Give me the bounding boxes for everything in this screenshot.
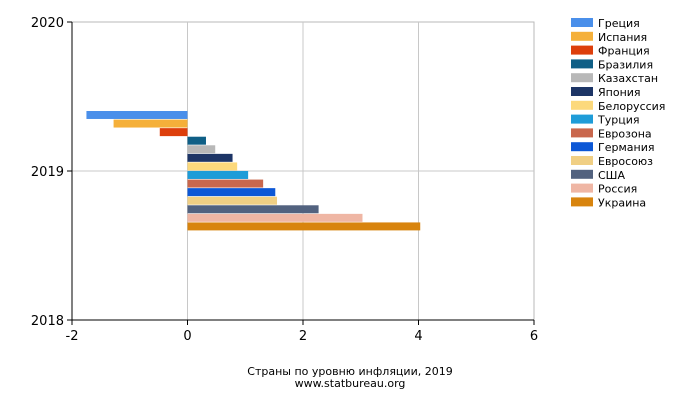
legend-label: Япония [598, 86, 641, 99]
legend-label: США [598, 169, 625, 182]
legend-swatch [571, 59, 593, 69]
legend-label: Испания [598, 31, 647, 44]
legend-label: Турция [597, 114, 639, 127]
bar [187, 162, 238, 171]
y-tick-label: 2019 [31, 165, 64, 180]
legend-swatch [571, 73, 593, 83]
legend-label: Германия [598, 141, 654, 154]
bar [86, 111, 188, 119]
x-tick-label: 2 [299, 329, 307, 344]
x-tick-label: 6 [530, 329, 538, 344]
legend-swatch [571, 18, 593, 27]
legend-swatch [571, 169, 593, 179]
bar [187, 188, 276, 197]
legend-swatch [571, 183, 593, 193]
legend-label: Казахстан [598, 72, 658, 85]
bar [187, 213, 363, 222]
legend-label: Еврозона [598, 127, 652, 140]
legend-swatch [571, 197, 593, 207]
y-tick-label: 2018 [31, 314, 64, 329]
legend-label: Франция [598, 45, 650, 58]
bar [187, 145, 216, 154]
legend-label: Евросоюз [598, 155, 653, 168]
legend-swatch [571, 100, 593, 110]
legend-swatch [571, 114, 593, 124]
bar [187, 153, 233, 162]
legend-label: Греция [598, 17, 640, 30]
legend-swatch [571, 87, 593, 96]
x-tick-label: 0 [183, 329, 191, 344]
bar [187, 196, 278, 205]
chart-source: www.statbureau.org [295, 377, 406, 390]
legend-label: Россия [598, 183, 637, 196]
legend-swatch [571, 142, 593, 152]
bar [187, 171, 249, 179]
bar [187, 179, 264, 188]
legend: ГрецияИспанияФранцияБразилияКазахстанЯпо… [571, 17, 665, 209]
bar [187, 205, 319, 214]
bars [86, 111, 421, 231]
bar [187, 136, 206, 145]
chart-subtitle: Страны по уровню инфляции, 2019 [247, 365, 452, 378]
bar [187, 222, 421, 231]
legend-label: Украина [598, 196, 646, 209]
x-tick-label: 4 [414, 329, 422, 344]
legend-label: Белоруссия [598, 100, 665, 113]
legend-swatch [571, 128, 593, 138]
legend-swatch [571, 31, 593, 41]
y-tick-label: 2020 [31, 16, 64, 31]
bar [113, 119, 188, 128]
legend-label: Бразилия [598, 58, 653, 71]
x-tick-label: -2 [66, 329, 79, 344]
axes: -2 0 2 4 6 2020 2019 2018 [31, 16, 538, 344]
legend-swatch [571, 45, 593, 55]
bar [159, 128, 188, 137]
legend-swatch [571, 156, 593, 165]
grid-lines [71, 21, 535, 321]
